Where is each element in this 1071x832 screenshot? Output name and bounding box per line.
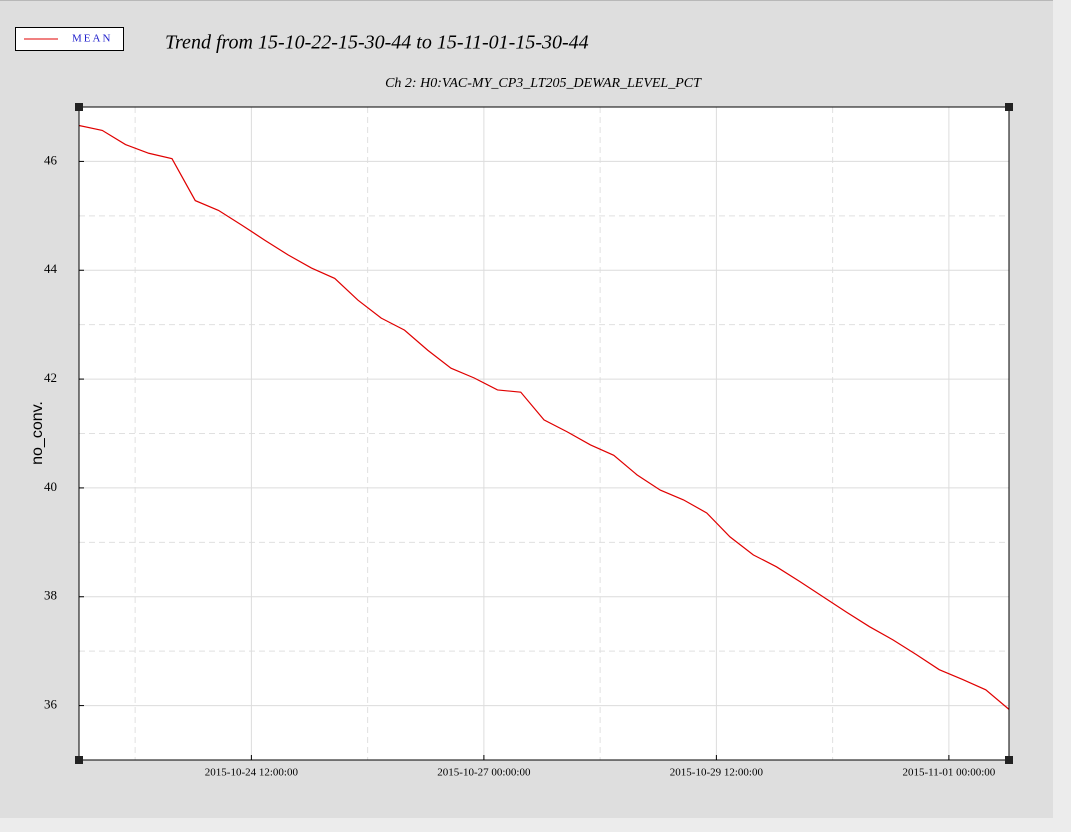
y-axis-label: no_conv. [29, 401, 46, 465]
x-tick-label: 2015-11-01 00:00:00 [902, 767, 995, 779]
y-tick-label: 46 [44, 152, 58, 167]
corner-marker [75, 103, 83, 111]
x-tick-label: 2015-10-29 12:00:00 [670, 767, 764, 779]
y-tick-label: 38 [44, 588, 57, 603]
corner-marker [1005, 756, 1013, 764]
series-line [78, 124, 1010, 710]
y-tick-label: 36 [44, 697, 58, 712]
x-tick-label: 2015-10-27 00:00:00 [437, 767, 531, 779]
y-tick-label: 44 [44, 261, 58, 276]
plot-frame [78, 106, 1010, 761]
y-tick-label: 42 [44, 370, 57, 385]
y-tick-label: 40 [44, 479, 57, 494]
legend-box [15, 27, 124, 51]
x-tick-label: 2015-10-24 12:00:00 [205, 767, 299, 779]
corner-marker [75, 756, 83, 764]
chart-title: Trend from 15-10-22-15-30-44 to 15-11-01… [165, 32, 589, 54]
chart-subtitle: Ch 2: H0:VAC-MY_CP3_LT205_DEWAR_LEVEL_PC… [385, 76, 702, 91]
corner-marker [1005, 103, 1013, 111]
legend-label: MEAN [72, 33, 112, 45]
